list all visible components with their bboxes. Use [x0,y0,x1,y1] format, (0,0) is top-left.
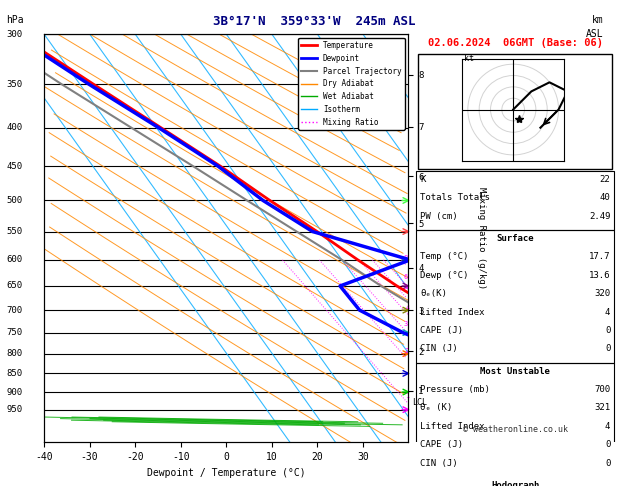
Text: 0: 0 [605,344,610,353]
Text: Totals Totals: Totals Totals [420,193,490,202]
Legend: Temperature, Dewpoint, Parcel Trajectory, Dry Adiabat, Wet Adiabat, Isotherm, Mi: Temperature, Dewpoint, Parcel Trajectory… [298,38,404,130]
Text: Pressure (mb): Pressure (mb) [420,385,490,394]
Y-axis label: Mixing Ratio (g/kg): Mixing Ratio (g/kg) [477,187,486,289]
Text: K: K [420,175,425,184]
Text: 750: 750 [6,328,22,337]
Text: 350: 350 [6,80,22,89]
Text: kt: kt [464,54,474,63]
Text: 0: 0 [605,440,610,449]
Text: Temp (°C): Temp (°C) [420,252,469,261]
Text: 550: 550 [6,227,22,236]
Text: 8: 8 [404,255,408,261]
Text: 1: 1 [406,393,410,399]
Text: 320: 320 [594,289,610,298]
Text: hPa: hPa [6,15,24,25]
Text: 450: 450 [6,162,22,171]
Text: 4: 4 [605,422,610,431]
Text: © weatheronline.co.uk: © weatheronline.co.uk [463,425,568,434]
Text: 6: 6 [403,274,408,280]
Text: 3: 3 [404,321,408,327]
Text: 02.06.2024  06GMT (Base: 06): 02.06.2024 06GMT (Base: 06) [428,38,603,48]
Text: 500: 500 [6,196,22,205]
Text: Surface: Surface [496,234,534,243]
Text: 650: 650 [6,281,22,291]
Text: 3B°17'N  359°33'W  245m ASL: 3B°17'N 359°33'W 245m ASL [213,15,416,28]
Text: Lifted Index: Lifted Index [420,308,484,316]
Text: Lifted Index: Lifted Index [420,422,484,431]
Text: 321: 321 [594,403,610,413]
Text: 5: 5 [404,287,408,294]
Text: 17.7: 17.7 [589,252,610,261]
Text: CIN (J): CIN (J) [420,344,458,353]
Text: 400: 400 [6,123,22,132]
Text: 700: 700 [594,385,610,394]
Text: 300: 300 [6,30,22,38]
Text: CIN (J): CIN (J) [420,459,458,468]
Text: Most Unstable: Most Unstable [481,367,550,376]
Text: 700: 700 [6,306,22,314]
Text: LCL: LCL [412,398,427,407]
Text: 4: 4 [605,308,610,316]
Text: 900: 900 [6,387,22,397]
Text: 0: 0 [605,459,610,468]
Text: CAPE (J): CAPE (J) [420,440,463,449]
Text: θₑ (K): θₑ (K) [420,403,452,413]
Text: 2: 2 [404,348,409,354]
Text: 2.49: 2.49 [589,211,610,221]
Text: 0: 0 [605,326,610,335]
Text: PW (cm): PW (cm) [420,211,458,221]
FancyBboxPatch shape [418,54,613,169]
Text: 4: 4 [406,305,411,311]
Text: 40: 40 [599,193,610,202]
Text: 800: 800 [6,349,22,358]
Text: 13.6: 13.6 [589,271,610,280]
Text: Hodograph: Hodograph [491,481,540,486]
Text: CAPE (J): CAPE (J) [420,326,463,335]
Text: θₑ(K): θₑ(K) [420,289,447,298]
Text: km: km [592,15,604,25]
Text: Dewp (°C): Dewp (°C) [420,271,469,280]
Text: 22: 22 [599,175,610,184]
Text: ASL: ASL [586,29,604,39]
X-axis label: Dewpoint / Temperature (°C): Dewpoint / Temperature (°C) [147,468,306,478]
Text: 950: 950 [6,405,22,414]
Text: 600: 600 [6,256,22,264]
Text: 850: 850 [6,369,22,378]
